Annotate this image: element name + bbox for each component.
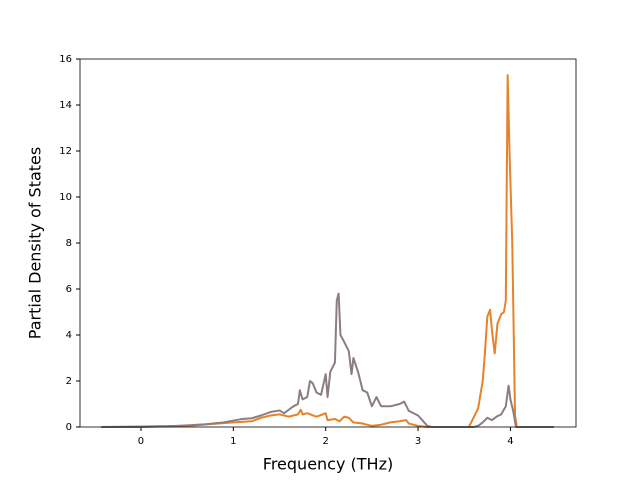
y-tick-label: 6 [66,284,72,295]
x-tick-label: 3 [415,436,421,447]
y-tick-label: 16 [59,54,72,65]
y-tick-label: 4 [66,330,72,341]
x-tick-label: 4 [507,436,513,447]
y-tick-label: 12 [59,146,72,157]
x-tick-label: 2 [323,436,329,447]
y-tick-label: 10 [59,192,72,203]
y-tick-label: 14 [59,100,72,111]
y-tick-label: 2 [66,376,72,387]
x-tick-label: 0 [138,436,144,447]
plot-frame [79,58,577,428]
y-tick-label: 0 [66,422,72,433]
y-tick-label: 8 [66,238,72,249]
line [101,74,554,428]
x-tick-label: 1 [230,436,236,447]
line [101,292,554,428]
y-axis-title: Partial Density of States [26,147,45,339]
x-axis-title: Frequency (THz) [263,455,393,474]
